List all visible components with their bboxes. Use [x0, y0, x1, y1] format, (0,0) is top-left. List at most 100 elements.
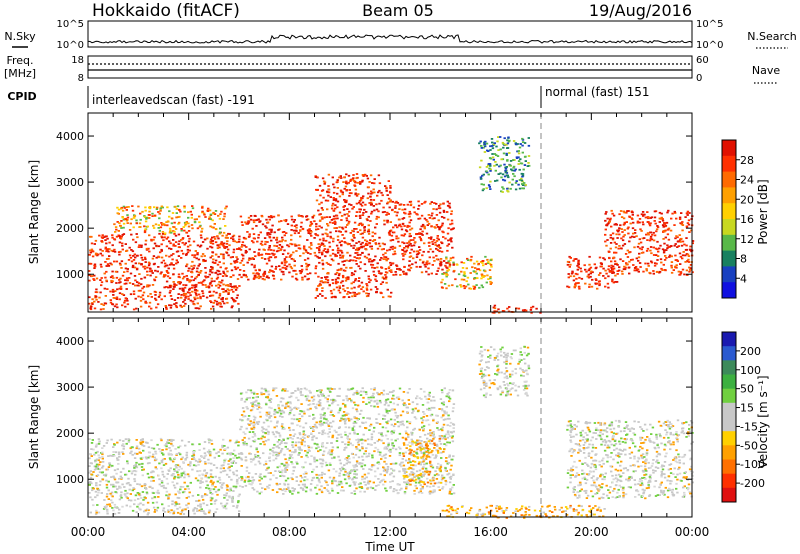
- echo-cell: [288, 263, 291, 266]
- echo-cell: [228, 495, 231, 498]
- echo-cell: [384, 256, 388, 259]
- echo-cell: [521, 138, 525, 141]
- echo-cell: [274, 435, 277, 438]
- echo-cell: [489, 165, 492, 167]
- echo-cell: [193, 296, 196, 299]
- echo-cell: [231, 305, 234, 308]
- echo-cell: [402, 391, 406, 393]
- echo-cell: [491, 153, 494, 155]
- freq-tick-top: 18: [71, 55, 84, 66]
- echo-cell: [160, 248, 163, 251]
- echo-cell: [258, 457, 262, 459]
- echo-cell: [231, 453, 235, 455]
- echo-cell: [399, 421, 403, 423]
- echo-cell: [286, 244, 289, 247]
- echo-cell: [199, 480, 202, 482]
- echo-cell: [276, 491, 279, 494]
- echo-cell: [502, 187, 505, 190]
- echo-cell: [297, 247, 301, 250]
- echo-cell: [353, 221, 357, 224]
- echo-cell: [398, 223, 402, 226]
- echo-cell: [275, 265, 278, 268]
- echo-cell: [231, 499, 234, 502]
- echo-cell: [599, 272, 602, 274]
- echo-cell: [613, 251, 616, 254]
- echo-cell: [396, 415, 400, 417]
- echo-cell: [94, 490, 98, 493]
- echo-cell: [291, 275, 294, 278]
- echo-cell: [474, 267, 477, 269]
- echo-cell: [512, 165, 516, 168]
- echo-cell: [524, 155, 527, 158]
- echo-cell: [406, 224, 409, 227]
- echo-cell: [409, 243, 412, 245]
- echo-cell: [89, 262, 93, 265]
- echo-cell: [155, 491, 158, 494]
- echo-cell: [321, 408, 324, 411]
- echo-cell: [310, 479, 314, 482]
- echo-cell: [153, 456, 156, 459]
- echo-cell: [685, 244, 688, 247]
- echo-cell: [403, 444, 406, 446]
- echo-cell: [326, 279, 330, 281]
- echo-cell: [499, 172, 502, 175]
- echo-cell: [384, 185, 387, 187]
- echo-cell: [680, 223, 684, 226]
- echo-cell: [283, 389, 287, 392]
- echo-cell: [142, 499, 145, 501]
- echo-cell: [393, 250, 396, 253]
- echo-cell: [283, 258, 287, 260]
- echo-cell: [341, 191, 344, 194]
- echo-cell: [140, 256, 143, 259]
- echo-cell: [195, 294, 198, 297]
- echo-cell: [360, 281, 364, 284]
- echo-cell: [614, 274, 617, 277]
- echo-cell: [153, 206, 156, 209]
- echo-cell: [258, 248, 261, 251]
- echo-cell: [277, 214, 280, 217]
- echo-cell: [181, 509, 184, 512]
- echo-cell: [334, 278, 338, 281]
- echo-cell: [212, 464, 216, 466]
- echo-cell: [413, 493, 416, 495]
- echo-cell: [440, 451, 443, 454]
- echo-cell: [295, 480, 298, 482]
- echo-cell: [378, 454, 382, 456]
- echo-cell: [120, 491, 123, 494]
- echo-cell: [235, 474, 239, 477]
- echo-cell: [340, 418, 343, 421]
- echo-cell: [353, 256, 356, 258]
- station-title: Hokkaido (fitACF): [92, 1, 240, 21]
- echo-cell: [147, 295, 150, 298]
- cpid-mode-2: normal (fast) 151: [545, 85, 649, 99]
- echo-cell: [176, 471, 179, 474]
- echo-cell: [118, 235, 121, 237]
- echo-cell: [506, 147, 509, 149]
- echo-cell: [286, 437, 290, 440]
- echo-cell: [158, 291, 162, 294]
- echo-cell: [140, 283, 143, 286]
- echo-cell: [184, 458, 187, 460]
- echo-cell: [479, 261, 483, 263]
- echo-cell: [125, 496, 128, 498]
- echo-cell: [122, 453, 125, 455]
- echo-cell: [490, 138, 494, 140]
- echo-cell: [186, 506, 189, 509]
- echo-cell: [112, 294, 115, 296]
- echo-cell: [395, 235, 398, 238]
- echo-cell: [281, 239, 284, 241]
- echo-cell: [611, 278, 614, 281]
- echo-cell: [247, 480, 250, 483]
- colorbar-swatch: [722, 219, 736, 236]
- echo-cell: [227, 463, 230, 466]
- echo-cell: [171, 258, 174, 261]
- echo-cell: [347, 276, 350, 279]
- echo-cell: [314, 486, 317, 489]
- echo-cell: [168, 304, 171, 307]
- echo-cell: [275, 250, 279, 253]
- echo-cell: [172, 264, 175, 266]
- echo-cell: [321, 471, 324, 474]
- echo-cell: [177, 476, 180, 479]
- echo-cell: [260, 254, 263, 256]
- echo-cell: [204, 284, 207, 286]
